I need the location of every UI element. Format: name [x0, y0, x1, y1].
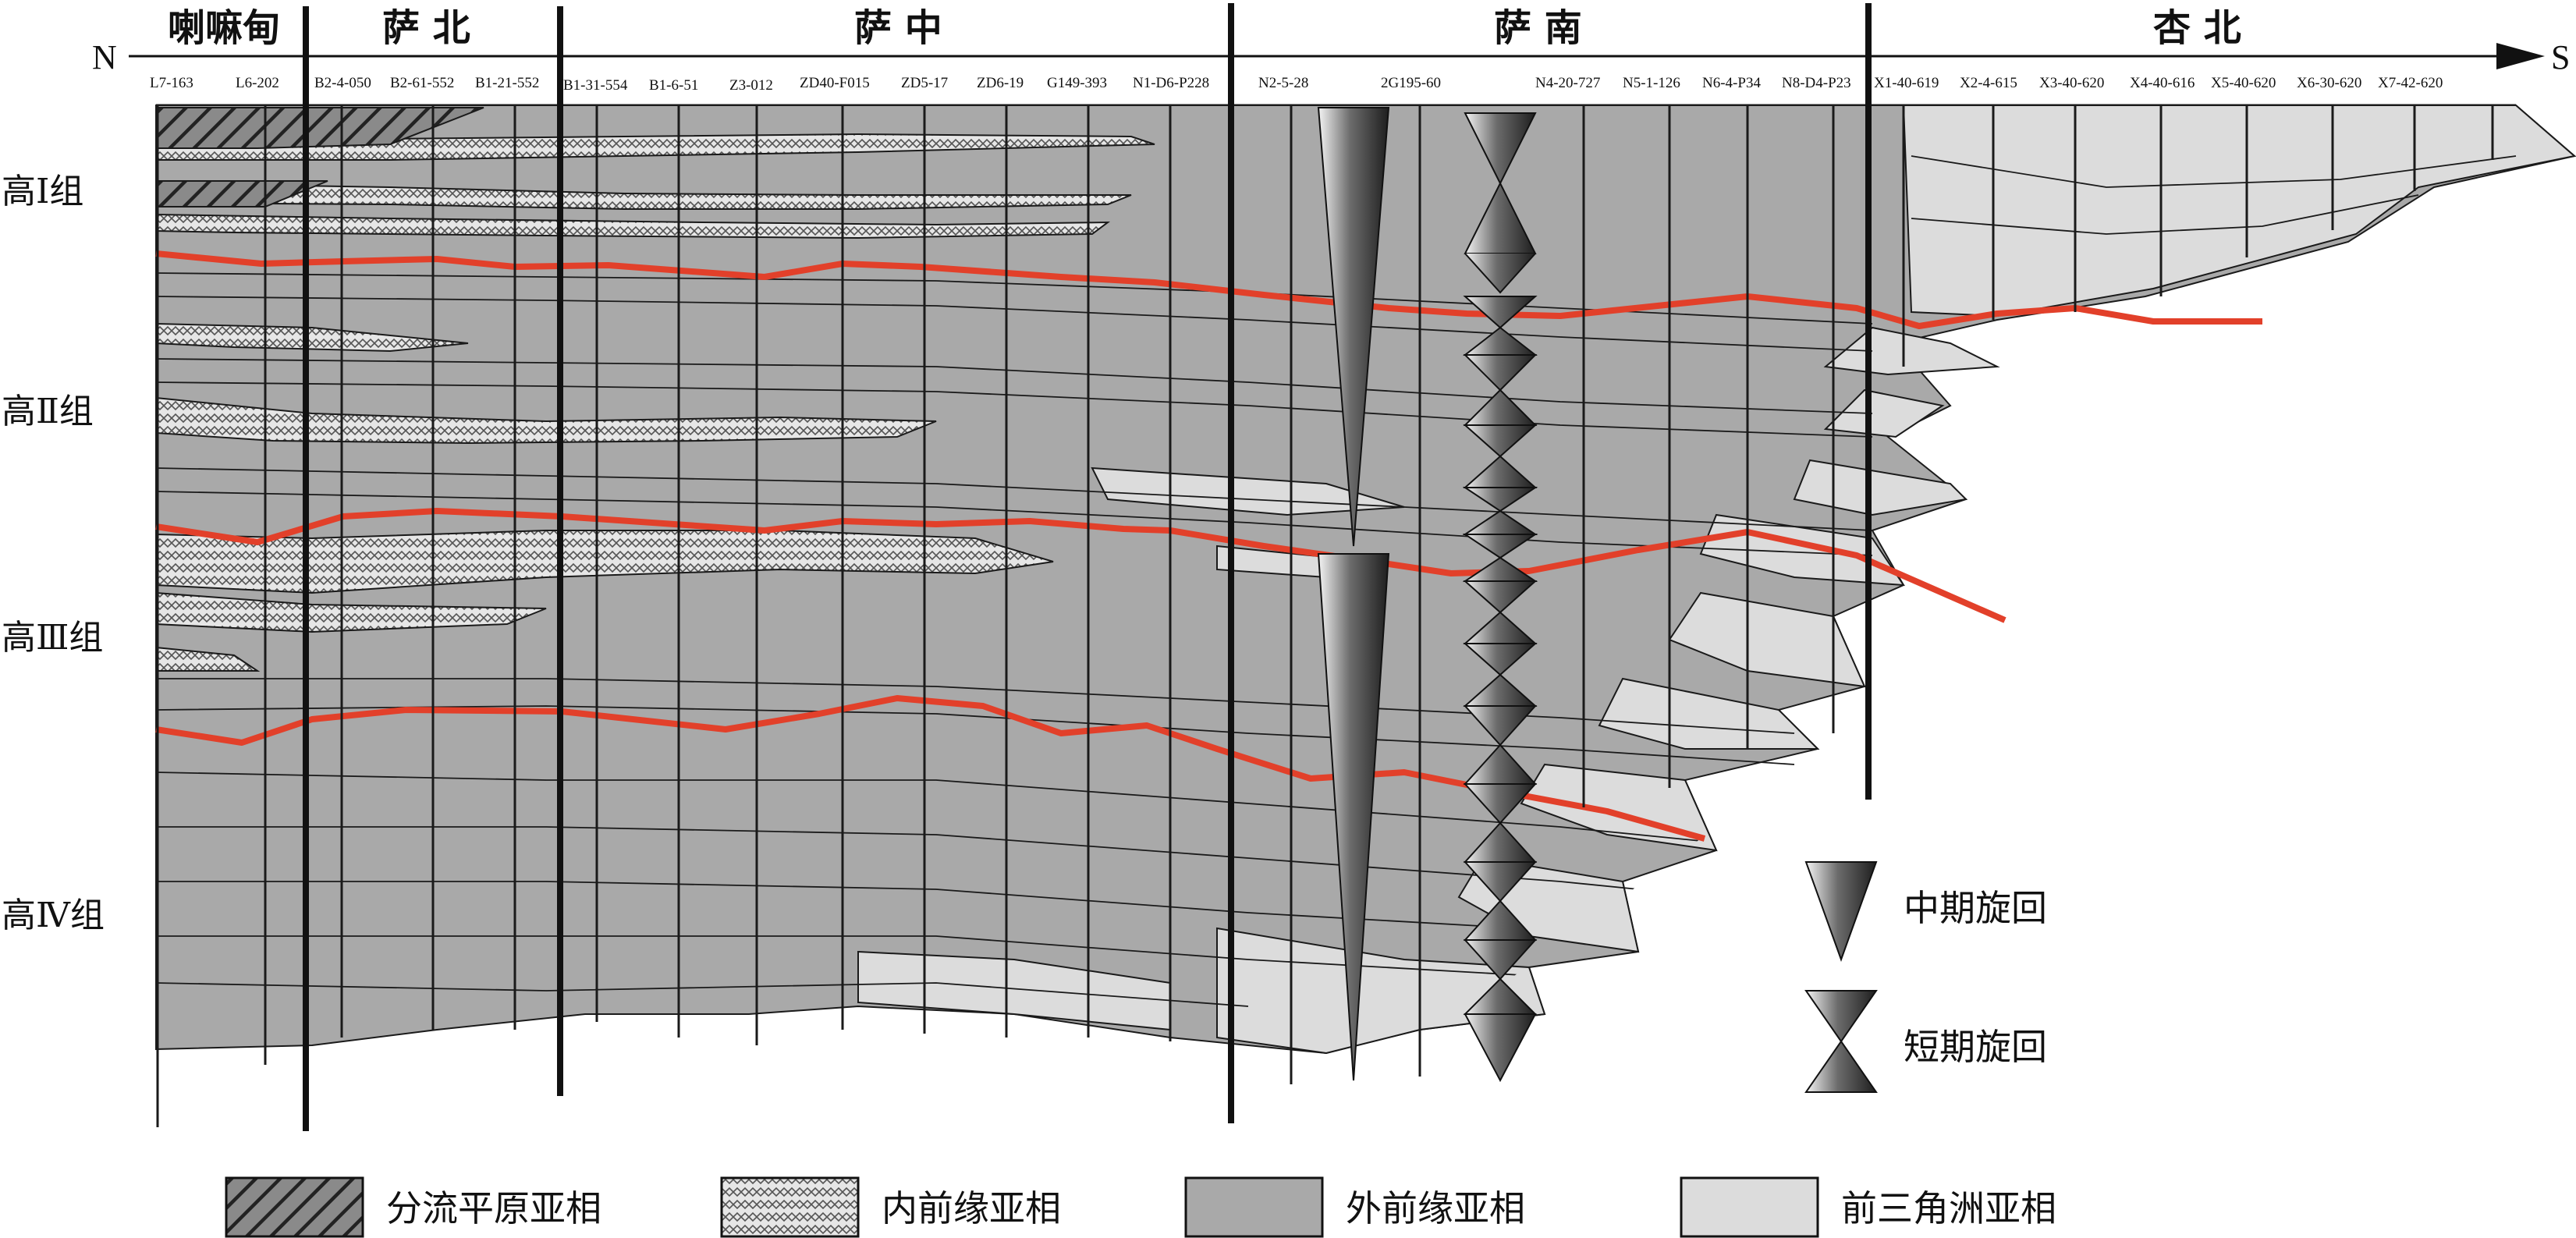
axis-arrow-icon: [2496, 43, 2545, 69]
layer-line: [156, 381, 1873, 438]
medium-cycle-cone-icon: [1317, 107, 1390, 547]
group-label-4: 高Ⅳ组: [2, 896, 105, 935]
layer-line: [156, 935, 1522, 976]
well-label: ZD40-F015: [800, 75, 870, 91]
inner-front-band: [155, 322, 469, 353]
medium-cycle-cone-icon: [1317, 553, 1390, 1081]
group-label-2: 高Ⅱ组: [2, 392, 94, 431]
well-label: L6-202: [236, 75, 279, 91]
well-label: ZD5-17: [901, 75, 948, 91]
well-label: N6-4-P34: [1702, 75, 1761, 91]
sequence-boundary: [155, 508, 2007, 623]
sequence-boundaries: [155, 250, 2262, 842]
north-label: N: [92, 38, 117, 76]
header: N S 喇嘛甸 萨 北 萨 中 萨 南 杏 北 L7-163 L6-202 B2…: [92, 6, 2570, 107]
layer-line: [1911, 194, 2419, 235]
layer-line: [156, 678, 1795, 734]
well-label: X5-40-620: [2211, 75, 2276, 91]
region-xingbei: 杏 北: [2153, 6, 2241, 50]
well-label: X3-40-620: [2039, 75, 2104, 91]
layer-lines: [156, 155, 2517, 1007]
short-cycle-icon: [1464, 1013, 1537, 1083]
short-cycle-column: [1462, 112, 1538, 1083]
region-boundaries: [303, 3, 1872, 1131]
well-label: 2G195-60: [1381, 75, 1441, 91]
region-sazhong: 萨 中: [854, 6, 942, 50]
well-label: X1-40-619: [1874, 75, 1939, 91]
region-sanan: 萨 南: [1494, 6, 1582, 50]
inner-front-band: [155, 133, 1155, 161]
short-cycle-icon: [1464, 253, 1536, 294]
distributary-plain-label: 分流平原亚相: [386, 1187, 601, 1229]
well-lines: [156, 105, 2494, 1127]
layer-line: [156, 772, 1717, 843]
distributary-plain-band: [155, 107, 484, 149]
well-label: B2-61-552: [390, 75, 454, 91]
inner-front-band: [155, 530, 1054, 594]
short-cycle-legend-label: 短期旋回: [1904, 1026, 2047, 1068]
distributary-plain-swatch: [225, 1176, 364, 1238]
sequence-boundary: [155, 695, 1706, 842]
layer-line: [156, 358, 1873, 414]
medium-cycle-legend-icon: [1804, 861, 1878, 962]
well-label: B2-4-050: [314, 75, 371, 91]
south-label: S: [2551, 38, 2570, 76]
well-label: N5-1-126: [1623, 75, 1680, 91]
well-label: B1-6-51: [649, 77, 698, 94]
sequence-boundary: [155, 250, 2262, 329]
outer-front-label: 外前缘亚相: [1346, 1187, 1525, 1229]
cycle-legend: 中期旋回 短期旋回: [1804, 861, 2047, 1093]
well-label: X2-4-615: [1960, 75, 2017, 91]
well-label: N2-5-28: [1258, 75, 1308, 91]
inner-front-label: 内前缘亚相: [882, 1187, 1061, 1229]
medium-cycle-cones: [1317, 107, 1390, 1081]
well-label: X6-30-620: [2297, 75, 2361, 91]
prodelta-tongue: [1668, 591, 1866, 688]
region-sabei: 萨 北: [382, 6, 470, 50]
layer-line: [156, 467, 1873, 531]
group-label-1: 高Ⅰ组: [2, 172, 83, 211]
well-label: X4-40-616: [2130, 75, 2195, 91]
well-label: N1-D6-P228: [1133, 75, 1209, 91]
layer-line: [156, 491, 1873, 556]
layer-line: [156, 881, 1522, 929]
inner-front-band: [155, 182, 1132, 210]
well-label: B1-21-552: [475, 75, 539, 91]
layer-line: [156, 296, 1873, 352]
prodelta-tongue: [1823, 388, 1945, 438]
inner-front-bands: [155, 133, 1155, 672]
layer-line: [1911, 155, 2517, 188]
inner-front-swatch: [720, 1176, 860, 1238]
prodelta-label: 前三角洲亚相: [1841, 1187, 2056, 1229]
layer-line: [156, 982, 1249, 1007]
distributary-plain-bands: [155, 107, 484, 208]
group-labels: 高Ⅰ组 高Ⅱ组 高Ⅲ组 高Ⅳ组: [2, 172, 105, 935]
well-label: L7-163: [150, 75, 193, 91]
prodelta-tongue: [1902, 105, 2576, 317]
well-label: B1-31-554: [563, 77, 628, 94]
well-label: X7-42-620: [2378, 75, 2443, 91]
section-body: [155, 3, 2576, 1131]
short-cycle-legend-icon: [1804, 990, 1878, 1093]
region-lamadian: 喇嘛甸: [168, 6, 280, 50]
well-label: Z3-012: [729, 77, 773, 94]
well-label: ZD6-19: [977, 75, 1024, 91]
inner-front-band: [155, 213, 1111, 239]
well-label: G149-393: [1047, 75, 1107, 91]
well-labels: L7-163 L6-202 B2-4-050 B2-61-552 B1-21-5…: [150, 75, 2443, 94]
well-label: N4-20-727: [1535, 75, 1600, 91]
group-label-3: 高Ⅲ组: [2, 618, 103, 658]
inner-front-band: [155, 646, 261, 672]
inner-front-band: [155, 591, 547, 633]
layer-line: [156, 826, 1639, 890]
well-label: N8-D4-P23: [1782, 75, 1851, 91]
prodelta-tongue: [1793, 459, 1968, 516]
prodelta-swatch: [1680, 1176, 1819, 1238]
outer-front-swatch: [1184, 1176, 1324, 1238]
medium-cycle-legend-label: 中期旋回: [1904, 887, 2047, 929]
layer-line: [156, 705, 1795, 765]
facies-legend: 分流平原亚相 内前缘亚相 外前缘亚相 前三角洲亚相: [225, 1176, 2056, 1238]
inner-front-band: [155, 396, 937, 445]
